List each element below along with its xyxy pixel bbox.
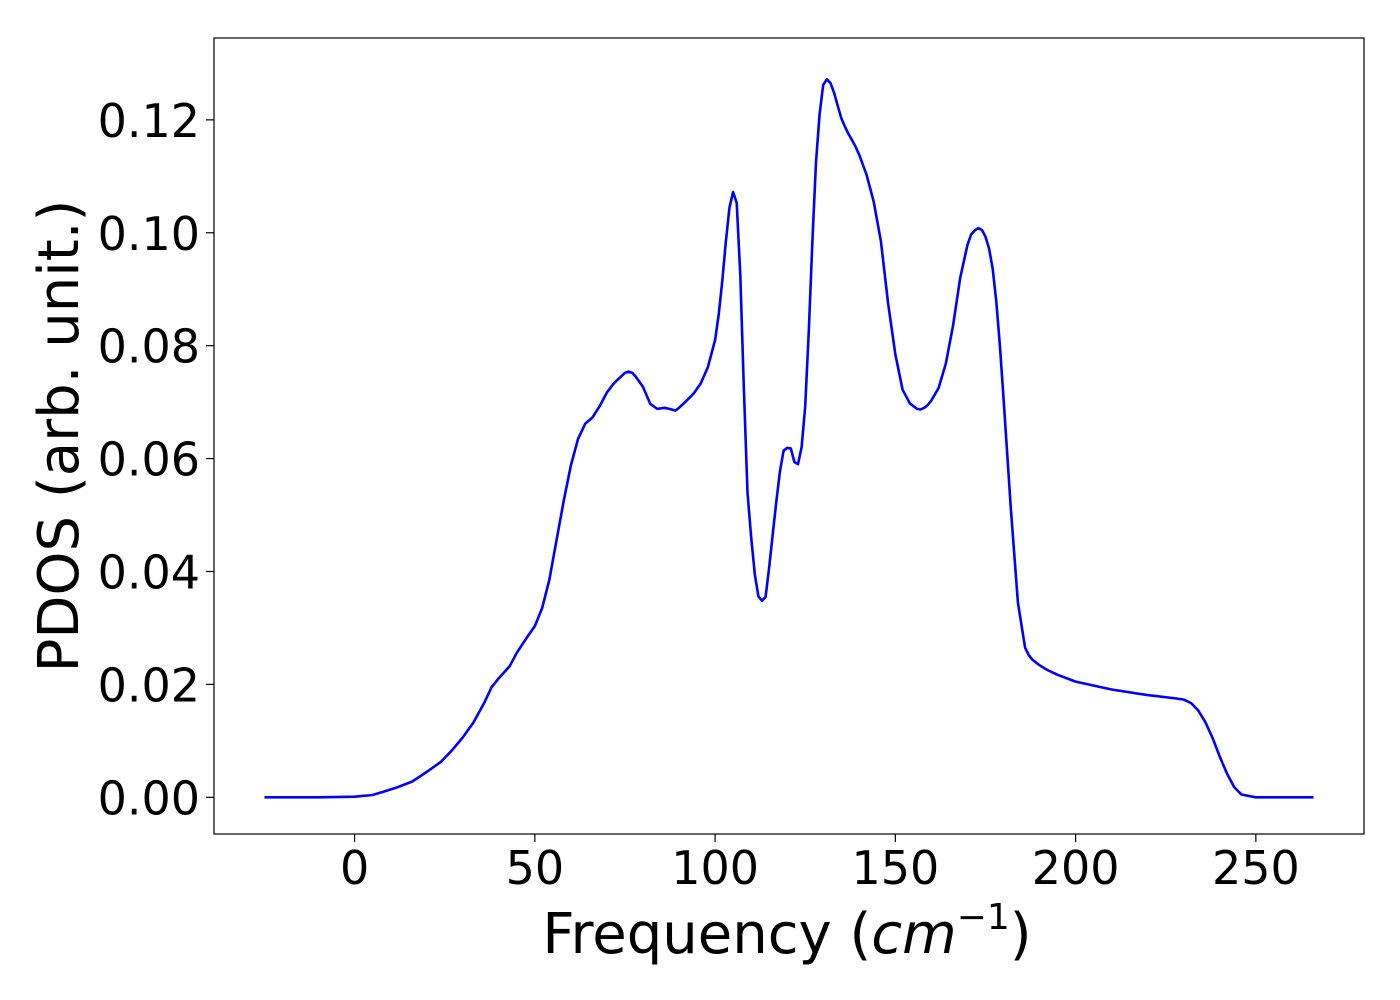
plot-area (264, 77, 1314, 799)
x-tick-label: 0 (340, 841, 369, 895)
x-axis-label: Frequency (cm−1) (542, 897, 1031, 967)
x-axis-label-exponent: −1 (957, 897, 1010, 938)
y-axis-ticks: 0.00 0.02 0.04 0.06 0.08 0.10 0.12 (98, 94, 214, 825)
y-tick-label: 0.02 (98, 658, 200, 712)
y-tick-label: 0.06 (98, 433, 200, 487)
axes-frame (213, 37, 1365, 835)
x-axis-label-text: Frequency (542, 902, 831, 967)
x-tick-label: 200 (1032, 841, 1120, 895)
x-tick-label: 250 (1212, 841, 1300, 895)
x-axis-label-unit: cm (871, 902, 956, 967)
x-tick-label: 50 (506, 841, 565, 895)
y-tick-label: 0.10 (98, 207, 200, 261)
y-tick-label: 0.12 (98, 94, 200, 148)
y-axis-label: PDOS (arb. unit.) (27, 200, 92, 673)
x-tick-label: 150 (851, 841, 939, 895)
y-tick-label: 0.04 (98, 545, 200, 599)
pdos-series-line (264, 77, 1314, 799)
y-tick-label: 0.08 (98, 320, 200, 374)
x-tick-label: 100 (671, 841, 759, 895)
x-axis-ticks: 0 50 100 150 200 250 (340, 834, 1300, 895)
y-tick-label: 0.00 (98, 771, 200, 825)
